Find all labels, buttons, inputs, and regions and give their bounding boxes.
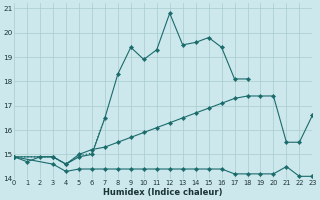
X-axis label: Humidex (Indice chaleur): Humidex (Indice chaleur) [103,188,223,197]
